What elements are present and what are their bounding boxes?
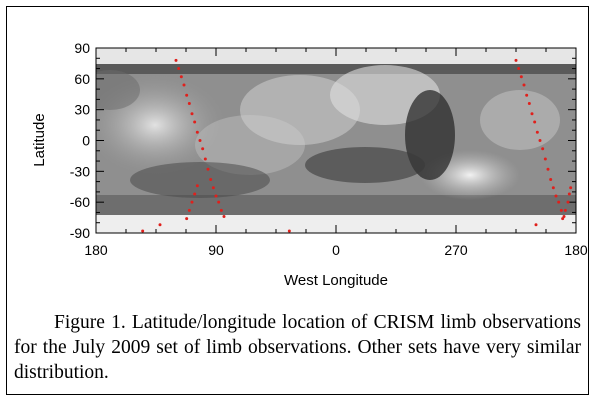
observation-point	[190, 112, 194, 116]
observation-point	[541, 147, 545, 151]
observation-point	[567, 192, 571, 196]
x-tick-label: 90	[208, 242, 224, 258]
x-tick-label: 180	[84, 242, 108, 258]
observation-point	[557, 200, 561, 204]
observation-point	[543, 157, 547, 161]
observation-point	[158, 223, 162, 227]
latlon-chart: 90 60 30 0 -30 -60 -90 180 90 0 270 180 West Longi…	[31, 40, 588, 289]
observation-point	[193, 120, 197, 124]
observation-point	[549, 178, 553, 182]
observation-point	[187, 208, 191, 212]
observation-point	[517, 67, 521, 71]
observation-point	[182, 83, 186, 87]
observation-point	[287, 229, 291, 233]
observation-point	[534, 223, 538, 227]
observation-point	[217, 200, 221, 204]
observation-point	[185, 217, 189, 221]
observation-point	[519, 75, 523, 79]
observation-points	[141, 58, 573, 233]
observation-point	[563, 208, 567, 212]
observation-point	[187, 102, 191, 105]
observation-point	[198, 139, 202, 142]
observation-point	[195, 184, 199, 188]
y-tick-label: 90	[74, 40, 90, 56]
observation-point	[551, 186, 555, 190]
observation-point	[179, 75, 183, 79]
observation-point	[546, 167, 550, 171]
observation-point	[174, 58, 178, 62]
observation-point	[214, 194, 218, 198]
x-tick-label: 0	[332, 242, 340, 258]
y-tick-label: -60	[70, 194, 90, 210]
x-tick-label: 180	[564, 242, 588, 258]
observation-point	[190, 200, 194, 204]
observation-point	[554, 194, 558, 198]
observation-point	[177, 67, 181, 71]
y-tick-label: -30	[70, 163, 90, 179]
observation-point	[222, 215, 226, 219]
observation-point	[530, 112, 534, 116]
observation-point	[527, 102, 531, 105]
observation-point	[538, 139, 542, 142]
albedo-map	[96, 48, 576, 233]
x-tick-labels: 180 90 0 270 180	[84, 242, 588, 258]
y-tick-label: -90	[70, 225, 90, 241]
axis-ticks	[95, 47, 577, 234]
y-tick-label: 30	[74, 102, 90, 118]
observation-point	[209, 178, 213, 182]
observation-point	[514, 58, 518, 62]
observation-point	[211, 186, 215, 190]
figure-caption: Figure 1. Latitude/longitude location of…	[14, 312, 581, 383]
observation-point	[193, 192, 197, 196]
observation-point	[525, 93, 529, 97]
observation-point	[201, 147, 205, 151]
observation-point	[561, 217, 565, 221]
observation-point	[566, 200, 570, 204]
observation-point	[522, 83, 526, 87]
observation-point	[195, 130, 199, 134]
x-axis-label: West Longitude	[284, 272, 388, 289]
observation-point	[219, 208, 223, 212]
y-axis-label: Latitude	[31, 113, 48, 166]
observation-point	[185, 93, 189, 97]
observation-point	[559, 208, 563, 212]
observation-point	[203, 157, 207, 161]
observation-point	[206, 167, 210, 171]
y-tick-label: 60	[74, 71, 90, 87]
observation-point	[533, 120, 537, 124]
observation-point	[141, 229, 145, 233]
y-tick-labels: 90 60 30 0 -30 -60 -90	[70, 40, 90, 241]
x-tick-label: 270	[444, 242, 468, 258]
observation-point	[569, 186, 573, 190]
observation-point	[535, 130, 539, 134]
y-tick-label: 0	[82, 133, 90, 149]
